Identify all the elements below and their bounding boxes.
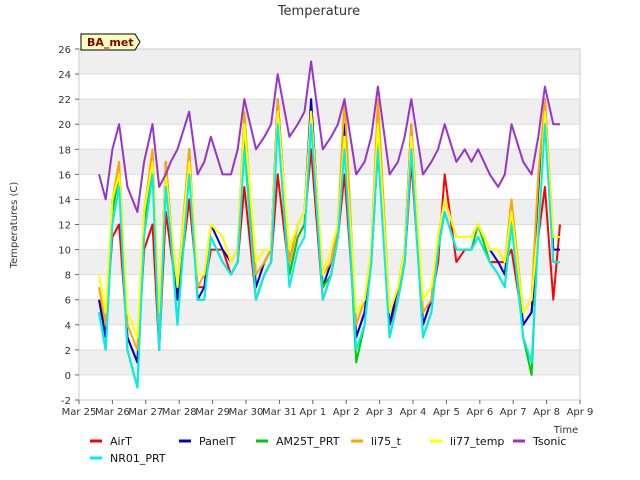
x-tick-label: Mar 29 [195, 407, 230, 418]
site-badge-shape [80, 33, 141, 51]
x-tick-label: Mar 30 [229, 407, 264, 418]
legend: AirT PanelT AM25T_PRT li75_t li77_temp Tsonic… [90, 435, 566, 465]
y-tick-label: 10 [58, 246, 71, 257]
y-tick-label: 6 [65, 296, 71, 307]
chart-title: Temperature [277, 4, 360, 19]
x-tick-label: Apr 4 [400, 407, 427, 418]
grid-band [79, 324, 580, 350]
grid-bands [79, 48, 580, 401]
y-tick-label: 2 [65, 346, 71, 357]
x-tick-label: Apr 8 [533, 407, 560, 418]
y-tick-label: 18 [58, 145, 71, 156]
grid-band [79, 299, 580, 325]
y-tick-label: 24 [58, 70, 71, 81]
y-tick-label: 22 [58, 95, 71, 106]
series-lines [98, 60, 561, 389]
legend-label: li77_temp [450, 435, 504, 448]
legend-label: PanelT [199, 435, 236, 448]
grid-band [79, 124, 580, 150]
legend-label: AirT [110, 435, 132, 448]
series-line-li77-temp [98, 110, 560, 339]
y-tick-label: 14 [58, 195, 71, 206]
y-axis-label: Temperatures (C) [9, 182, 20, 270]
y-tick-label: 0 [65, 371, 71, 382]
y-tick-label: 8 [65, 271, 71, 282]
grid-band [79, 49, 580, 75]
legend-label: li75_t [371, 435, 402, 448]
series-line-nr01-prt [98, 123, 560, 389]
x-tick-label: Mar 25 [62, 407, 97, 418]
y-tick-label: 26 [58, 45, 71, 56]
x-tick-label: Apr 1 [299, 407, 326, 418]
x-tick-label: Mar 26 [95, 407, 130, 418]
series-line-tsonic [98, 60, 560, 213]
y-tick-label: 20 [58, 120, 71, 131]
x-tick-label: Apr 6 [466, 407, 493, 418]
x-tick-label: Apr 7 [500, 407, 527, 418]
y-tick-label: 16 [58, 170, 71, 181]
x-tick-label: Apr 5 [433, 407, 460, 418]
legend-label: AM25T_PRT [276, 435, 340, 448]
x-tick-label: Mar 28 [162, 407, 197, 418]
site-badge: BA_met [80, 33, 141, 51]
grid-band [79, 74, 580, 100]
y-tick-label: 12 [58, 221, 71, 232]
x-tick-label: Mar 27 [128, 407, 163, 418]
x-tick-label: Mar 31 [262, 407, 297, 418]
y-tick-label: -2 [61, 396, 71, 407]
grid-band [79, 149, 580, 175]
x-tick-label: Apr 9 [567, 407, 594, 418]
site-badge-label: BA_met [87, 36, 134, 49]
grid-band [79, 349, 580, 375]
grid-band [79, 99, 580, 125]
legend-label: NR01_PRT [110, 452, 166, 465]
x-tick-label: Apr 3 [366, 407, 393, 418]
grid-band [79, 374, 580, 400]
x-tick-label: Apr 2 [333, 407, 360, 418]
legend-label: Tsonic [532, 435, 566, 448]
x-axis-label: Time [553, 425, 578, 436]
y-tick-label: 4 [65, 321, 71, 332]
